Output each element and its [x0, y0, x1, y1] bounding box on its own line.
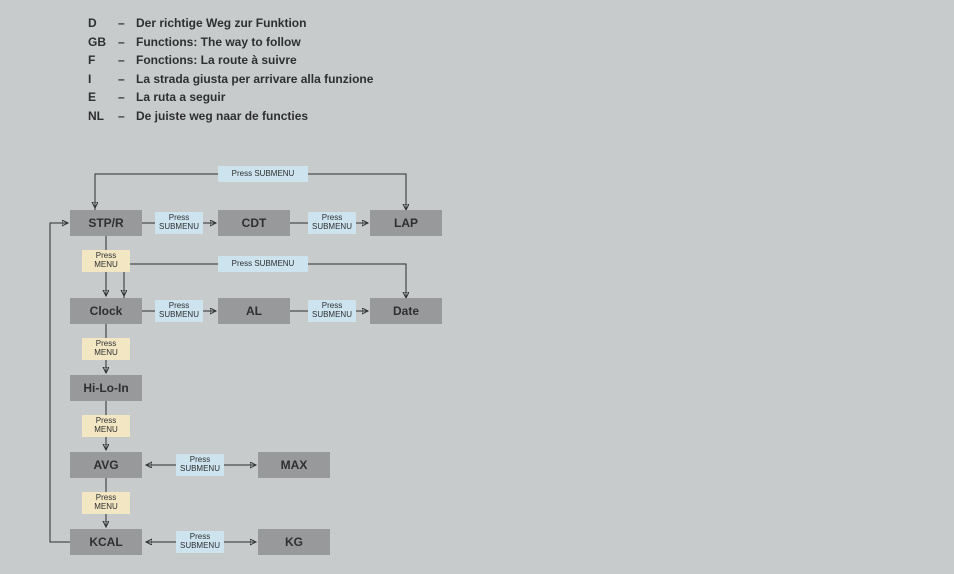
btn-submenu-row1b: Press SUBMENU	[308, 212, 356, 234]
node-stpr: STP/R	[70, 210, 142, 236]
legend-text: La strada giusta per arrivare alla funzi…	[136, 70, 373, 89]
node-hiloin: Hi-Lo-In	[70, 375, 142, 401]
node-clock: Clock	[70, 298, 142, 324]
btn-menu-2: Press MENU	[82, 338, 130, 360]
btn-submenu-row2b: Press SUBMENU	[308, 300, 356, 322]
legend-dash: –	[118, 70, 136, 89]
node-date: Date	[370, 298, 442, 324]
btn-menu-3: Press MENU	[82, 415, 130, 437]
btn-menu-4: Press MENU	[82, 492, 130, 514]
legend: D – Der richtige Weg zur Funktion GB – F…	[88, 14, 373, 126]
legend-dash: –	[118, 51, 136, 70]
legend-text: De juiste weg naar de functies	[136, 107, 308, 126]
legend-dash: –	[118, 107, 136, 126]
node-avg: AVG	[70, 452, 142, 478]
legend-text: Fonctions: La route à suivre	[136, 51, 297, 70]
legend-dash: –	[118, 88, 136, 107]
node-lap: LAP	[370, 210, 442, 236]
legend-row: NL – De juiste weg naar de functies	[88, 107, 373, 126]
btn-submenu-row1-top: Press SUBMENU	[218, 166, 308, 182]
btn-submenu-kcalkg: Press SUBMENU	[176, 531, 224, 553]
btn-menu-1: Press MENU	[82, 250, 130, 272]
legend-code: GB	[88, 33, 118, 52]
legend-text: La ruta a seguir	[136, 88, 225, 107]
node-al: AL	[218, 298, 290, 324]
legend-row: F – Fonctions: La route à suivre	[88, 51, 373, 70]
legend-code: F	[88, 51, 118, 70]
node-cdt: CDT	[218, 210, 290, 236]
legend-code: D	[88, 14, 118, 33]
legend-code: NL	[88, 107, 118, 126]
legend-text: Functions: The way to follow	[136, 33, 301, 52]
legend-row: D – Der richtige Weg zur Funktion	[88, 14, 373, 33]
legend-dash: –	[118, 14, 136, 33]
btn-submenu-row2-top: Press SUBMENU	[218, 256, 308, 272]
legend-row: E – La ruta a seguir	[88, 88, 373, 107]
btn-submenu-row2a: Press SUBMENU	[155, 300, 203, 322]
node-kg: KG	[258, 529, 330, 555]
btn-submenu-row1a: Press SUBMENU	[155, 212, 203, 234]
legend-code: E	[88, 88, 118, 107]
legend-text: Der richtige Weg zur Funktion	[136, 14, 306, 33]
btn-submenu-avgmax: Press SUBMENU	[176, 454, 224, 476]
legend-row: I – La strada giusta per arrivare alla f…	[88, 70, 373, 89]
legend-dash: –	[118, 33, 136, 52]
legend-row: GB – Functions: The way to follow	[88, 33, 373, 52]
node-max: MAX	[258, 452, 330, 478]
legend-code: I	[88, 70, 118, 89]
node-kcal: KCAL	[70, 529, 142, 555]
